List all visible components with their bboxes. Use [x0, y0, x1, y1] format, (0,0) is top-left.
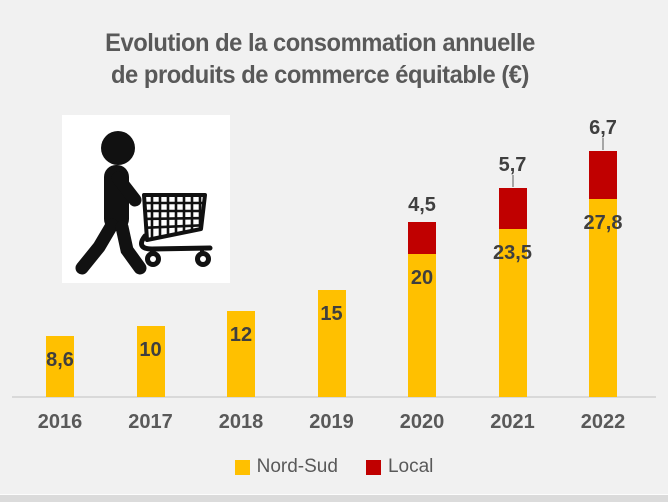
x-label-2019: 2019: [309, 411, 354, 433]
person-pushing-shopping-cart-icon: [75, 131, 213, 275]
bar-segment-nord-sud-2022: [589, 199, 617, 397]
x-label-2020: 2020: [399, 411, 445, 433]
chart-title: Evolution de la consommation annuelle de…: [16, 27, 624, 91]
x-label-2017: 2017: [128, 411, 173, 433]
value-label-nord-sud-2022: 27,8: [583, 212, 623, 234]
chart-title-line1: Evolution de la consommation annuelle: [105, 29, 535, 57]
value-label-nord-sud-2018: 12: [229, 324, 253, 346]
legend-swatch-nord-sud: [234, 459, 250, 475]
bar-segment-nord-sud-2019: [317, 290, 346, 397]
bar-segment-nord-sud-2018: [227, 311, 255, 397]
bar-segment-nord-sud-2017: [136, 326, 165, 397]
bar-segment-nord-sud-2021: [498, 229, 527, 397]
cart-basket: [142, 193, 207, 242]
chart-title-line2: de produits de commerce équitable (€): [111, 61, 529, 89]
person-front-leg: [115, 220, 147, 275]
value-label-nord-sud-2021: 23,5: [493, 242, 532, 264]
label-leader-line-2021: [511, 175, 514, 187]
person-arm: [111, 171, 142, 207]
bottom-edge-strip: [0, 494, 668, 502]
legend-item-local: Local: [365, 456, 434, 478]
label-leader-line-2022: [602, 138, 604, 150]
person-back-leg: [75, 218, 119, 275]
value-label-nord-sud-2020: 20: [410, 267, 434, 289]
bar-segment-nord-sud-2016: [46, 336, 74, 397]
bar-segment-nord-sud-2020: [408, 254, 436, 397]
value-label-local-2021: 5,7: [498, 154, 527, 176]
value-label-nord-sud-2017: 10: [139, 339, 162, 361]
value-label-local-2020: 4,5: [408, 194, 436, 216]
bar-segment-local-2020: [408, 222, 436, 254]
x-label-2022: 2022: [580, 411, 626, 433]
cart-wheels: [145, 251, 211, 267]
legend-label: Local: [387, 456, 434, 477]
value-label-local-2022: 6,7: [589, 117, 617, 139]
person-head: [101, 131, 135, 165]
cart-illustration: [62, 115, 230, 283]
x-axis-line: [12, 396, 656, 398]
value-label-nord-sud-2016: 8,6: [46, 349, 74, 371]
legend: Nord-Sud Local: [0, 456, 668, 478]
legend-item-nord-sud: Nord-Sud: [234, 456, 338, 478]
value-label-nord-sud-2019: 15: [320, 303, 343, 325]
x-label-2018: 2018: [218, 411, 264, 433]
x-label-2021: 2021: [490, 411, 535, 433]
legend-label: Nord-Sud: [256, 456, 338, 477]
x-label-2016: 2016: [37, 411, 83, 433]
bar-segment-local-2022: [589, 151, 617, 199]
legend-swatch-local: [365, 459, 381, 475]
bar-segment-local-2021: [498, 188, 527, 229]
